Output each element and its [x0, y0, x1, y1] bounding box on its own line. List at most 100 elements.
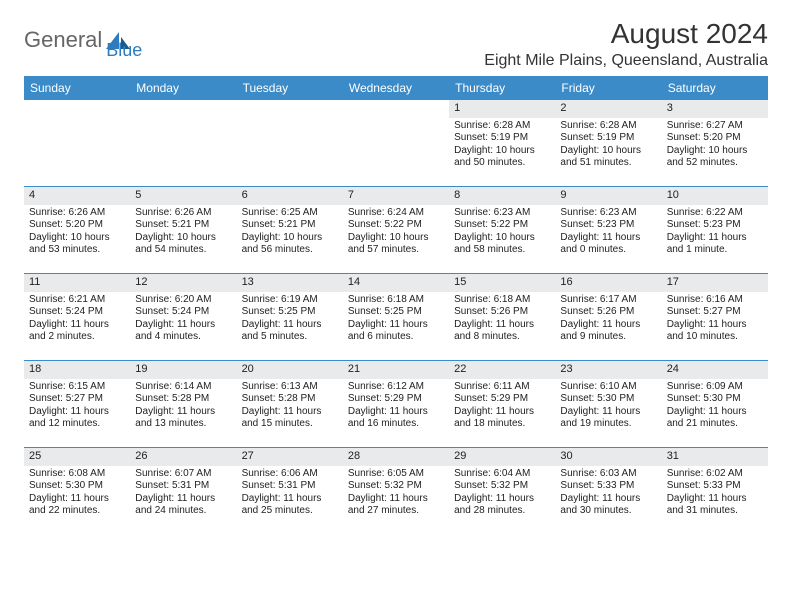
daylight-text: Daylight: 10 hours and 58 minutes. — [454, 232, 550, 257]
day-number: 24 — [662, 361, 768, 379]
sunrise-text: Sunrise: 6:25 AM — [242, 207, 338, 220]
day-cell: 23Sunrise: 6:10 AMSunset: 5:30 PMDayligh… — [555, 361, 661, 447]
daylight-text: Daylight: 11 hours and 21 minutes. — [667, 406, 763, 431]
day-number: 11 — [24, 274, 130, 292]
daylight-text: Daylight: 11 hours and 5 minutes. — [242, 319, 338, 344]
daylight-text: Daylight: 11 hours and 1 minute. — [667, 232, 763, 257]
day-cell: 15Sunrise: 6:18 AMSunset: 5:26 PMDayligh… — [449, 274, 555, 360]
daylight-text: Daylight: 11 hours and 18 minutes. — [454, 406, 550, 431]
sunrise-text: Sunrise: 6:16 AM — [667, 294, 763, 307]
day-number: 27 — [237, 448, 343, 466]
week-row: 1Sunrise: 6:28 AMSunset: 5:19 PMDaylight… — [24, 100, 768, 187]
daylight-text: Daylight: 11 hours and 27 minutes. — [348, 493, 444, 518]
day-cell: 4Sunrise: 6:26 AMSunset: 5:20 PMDaylight… — [24, 187, 130, 273]
day-cell: 17Sunrise: 6:16 AMSunset: 5:27 PMDayligh… — [662, 274, 768, 360]
logo-text-blue: Blue — [106, 40, 142, 61]
day-cell: 22Sunrise: 6:11 AMSunset: 5:29 PMDayligh… — [449, 361, 555, 447]
day-cell: 16Sunrise: 6:17 AMSunset: 5:26 PMDayligh… — [555, 274, 661, 360]
sunset-text: Sunset: 5:22 PM — [454, 219, 550, 232]
day-cell: 27Sunrise: 6:06 AMSunset: 5:31 PMDayligh… — [237, 448, 343, 534]
sunrise-text: Sunrise: 6:03 AM — [560, 468, 656, 481]
sunset-text: Sunset: 5:19 PM — [454, 132, 550, 145]
weekday-header: Thursday — [449, 76, 555, 100]
sunrise-text: Sunrise: 6:27 AM — [667, 120, 763, 133]
calendar-page: General Blue August 2024 Eight Mile Plai… — [0, 0, 792, 534]
day-cell: 5 Sunrise: 6:26 AMSunset: 5:21 PMDaylight… — [130, 187, 236, 273]
sunrise-text: Sunrise: 6:15 AM — [29, 381, 125, 394]
weeks-container: 1Sunrise: 6:28 AMSunset: 5:19 PMDaylight… — [24, 100, 768, 534]
sunrise-text: Sunrise: 6:11 AM — [454, 381, 550, 394]
day-number — [24, 100, 130, 118]
day-cell: 13Sunrise: 6:19 AMSunset: 5:25 PMDayligh… — [237, 274, 343, 360]
day-cell: 31Sunrise: 6:02 AMSunset: 5:33 PMDayligh… — [662, 448, 768, 534]
daylight-text: Daylight: 11 hours and 15 minutes. — [242, 406, 338, 431]
sunset-text: Sunset: 5:24 PM — [135, 306, 231, 319]
sunrise-text: Sunrise: 6:23 AM — [560, 207, 656, 220]
sunset-text: Sunset: 5:32 PM — [348, 480, 444, 493]
weekday-header: Wednesday — [343, 76, 449, 100]
daylight-text: Daylight: 11 hours and 30 minutes. — [560, 493, 656, 518]
day-number: 15 — [449, 274, 555, 292]
day-cell: 8Sunrise: 6:23 AMSunset: 5:22 PMDaylight… — [449, 187, 555, 273]
daylight-text: Daylight: 11 hours and 31 minutes. — [667, 493, 763, 518]
weekday-header: Tuesday — [237, 76, 343, 100]
sunset-text: Sunset: 5:20 PM — [29, 219, 125, 232]
daylight-text: Daylight: 11 hours and 13 minutes. — [135, 406, 231, 431]
day-number: 2 — [555, 100, 661, 118]
sunrise-text: Sunrise: 6:12 AM — [348, 381, 444, 394]
sunrise-text: Sunrise: 6:05 AM — [348, 468, 444, 481]
daylight-text: Daylight: 11 hours and 9 minutes. — [560, 319, 656, 344]
day-cell: 10Sunrise: 6:22 AMSunset: 5:23 PMDayligh… — [662, 187, 768, 273]
daylight-text: Daylight: 11 hours and 6 minutes. — [348, 319, 444, 344]
sunrise-text: Sunrise: 6:24 AM — [348, 207, 444, 220]
day-number: 5 — [130, 187, 236, 205]
daylight-text: Daylight: 11 hours and 16 minutes. — [348, 406, 444, 431]
sunrise-text: Sunrise: 6:17 AM — [560, 294, 656, 307]
sunset-text: Sunset: 5:32 PM — [454, 480, 550, 493]
weekday-header: Monday — [130, 76, 236, 100]
sunrise-text: Sunrise: 6:04 AM — [454, 468, 550, 481]
day-cell — [130, 100, 236, 186]
weekday-header: Friday — [555, 76, 661, 100]
sunset-text: Sunset: 5:21 PM — [135, 219, 231, 232]
day-number: 26 — [130, 448, 236, 466]
day-number: 3 — [662, 100, 768, 118]
day-number — [343, 100, 449, 118]
day-number: 19 — [130, 361, 236, 379]
sunset-text: Sunset: 5:31 PM — [135, 480, 231, 493]
day-number: 9 — [555, 187, 661, 205]
sunrise-text: Sunrise: 6:28 AM — [560, 120, 656, 133]
day-cell: 11Sunrise: 6:21 AMSunset: 5:24 PMDayligh… — [24, 274, 130, 360]
sunset-text: Sunset: 5:26 PM — [454, 306, 550, 319]
sunrise-text: Sunrise: 6:06 AM — [242, 468, 338, 481]
daylight-text: Daylight: 10 hours and 52 minutes. — [667, 145, 763, 170]
daylight-text: Daylight: 11 hours and 2 minutes. — [29, 319, 125, 344]
daylight-text: Daylight: 11 hours and 8 minutes. — [454, 319, 550, 344]
day-cell: 7Sunrise: 6:24 AMSunset: 5:22 PMDaylight… — [343, 187, 449, 273]
daylight-text: Daylight: 10 hours and 53 minutes. — [29, 232, 125, 257]
sunset-text: Sunset: 5:28 PM — [135, 393, 231, 406]
day-cell — [24, 100, 130, 186]
calendar-grid: SundayMondayTuesdayWednesdayThursdayFrid… — [24, 76, 768, 534]
day-cell: 3Sunrise: 6:27 AMSunset: 5:20 PMDaylight… — [662, 100, 768, 186]
sunset-text: Sunset: 5:21 PM — [242, 219, 338, 232]
week-row: 11Sunrise: 6:21 AMSunset: 5:24 PMDayligh… — [24, 274, 768, 361]
day-cell: 26Sunrise: 6:07 AMSunset: 5:31 PMDayligh… — [130, 448, 236, 534]
daylight-text: Daylight: 11 hours and 10 minutes. — [667, 319, 763, 344]
day-cell: 24Sunrise: 6:09 AMSunset: 5:30 PMDayligh… — [662, 361, 768, 447]
day-number: 31 — [662, 448, 768, 466]
day-number: 25 — [24, 448, 130, 466]
sunrise-text: Sunrise: 6:14 AM — [135, 381, 231, 394]
sunset-text: Sunset: 5:30 PM — [560, 393, 656, 406]
sunset-text: Sunset: 5:25 PM — [242, 306, 338, 319]
day-number: 28 — [343, 448, 449, 466]
day-cell: 29Sunrise: 6:04 AMSunset: 5:32 PMDayligh… — [449, 448, 555, 534]
day-number: 6 — [237, 187, 343, 205]
sunset-text: Sunset: 5:27 PM — [667, 306, 763, 319]
day-cell: 28 Sunrise: 6:05 AMSunset: 5:32 PMDayligh… — [343, 448, 449, 534]
sunset-text: Sunset: 5:33 PM — [560, 480, 656, 493]
sunrise-text: Sunrise: 6:26 AM — [135, 207, 231, 220]
daylight-text: Daylight: 10 hours and 54 minutes. — [135, 232, 231, 257]
day-cell: 14Sunrise: 6:18 AMSunset: 5:25 PMDayligh… — [343, 274, 449, 360]
day-cell — [343, 100, 449, 186]
